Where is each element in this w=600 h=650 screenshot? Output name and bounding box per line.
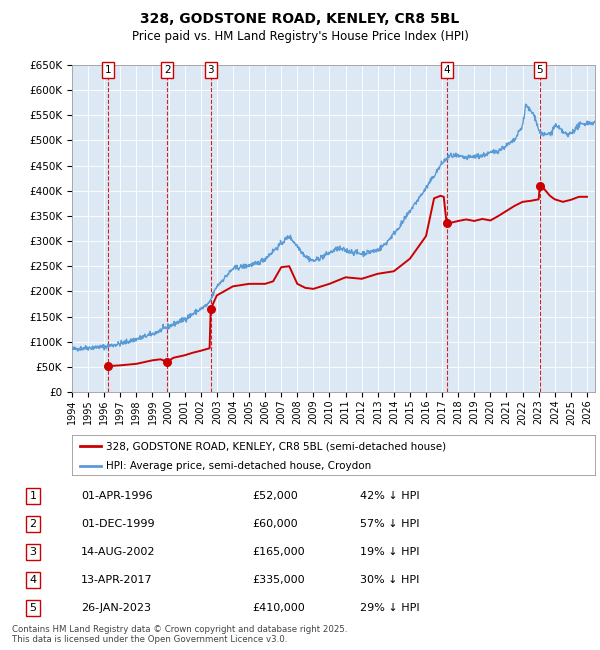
Text: 42% ↓ HPI: 42% ↓ HPI: [360, 491, 419, 501]
Text: 57% ↓ HPI: 57% ↓ HPI: [360, 519, 419, 529]
Text: 3: 3: [208, 65, 214, 75]
Text: 3: 3: [29, 547, 37, 557]
Text: 1: 1: [29, 491, 37, 501]
Text: Price paid vs. HM Land Registry's House Price Index (HPI): Price paid vs. HM Land Registry's House …: [131, 30, 469, 43]
Text: 328, GODSTONE ROAD, KENLEY, CR8 5BL: 328, GODSTONE ROAD, KENLEY, CR8 5BL: [140, 12, 460, 26]
Text: £52,000: £52,000: [252, 491, 298, 501]
Text: £335,000: £335,000: [252, 575, 305, 585]
Text: 29% ↓ HPI: 29% ↓ HPI: [360, 603, 419, 613]
Text: 01-APR-1996: 01-APR-1996: [81, 491, 152, 501]
Text: 4: 4: [29, 575, 37, 585]
Text: HPI: Average price, semi-detached house, Croydon: HPI: Average price, semi-detached house,…: [106, 462, 371, 471]
Text: 5: 5: [536, 65, 543, 75]
Text: 2: 2: [29, 519, 37, 529]
Text: 1: 1: [105, 65, 112, 75]
Text: 5: 5: [29, 603, 37, 613]
Text: 26-JAN-2023: 26-JAN-2023: [81, 603, 151, 613]
Text: 01-DEC-1999: 01-DEC-1999: [81, 519, 155, 529]
Text: 19% ↓ HPI: 19% ↓ HPI: [360, 547, 419, 557]
Text: 328, GODSTONE ROAD, KENLEY, CR8 5BL (semi-detached house): 328, GODSTONE ROAD, KENLEY, CR8 5BL (sem…: [106, 441, 446, 451]
Text: 4: 4: [443, 65, 450, 75]
Text: £60,000: £60,000: [252, 519, 298, 529]
Text: 14-AUG-2002: 14-AUG-2002: [81, 547, 155, 557]
Text: £165,000: £165,000: [252, 547, 305, 557]
Text: 30% ↓ HPI: 30% ↓ HPI: [360, 575, 419, 585]
Text: £410,000: £410,000: [252, 603, 305, 613]
Text: 13-APR-2017: 13-APR-2017: [81, 575, 152, 585]
Text: 2: 2: [164, 65, 170, 75]
Text: Contains HM Land Registry data © Crown copyright and database right 2025.
This d: Contains HM Land Registry data © Crown c…: [12, 625, 347, 644]
